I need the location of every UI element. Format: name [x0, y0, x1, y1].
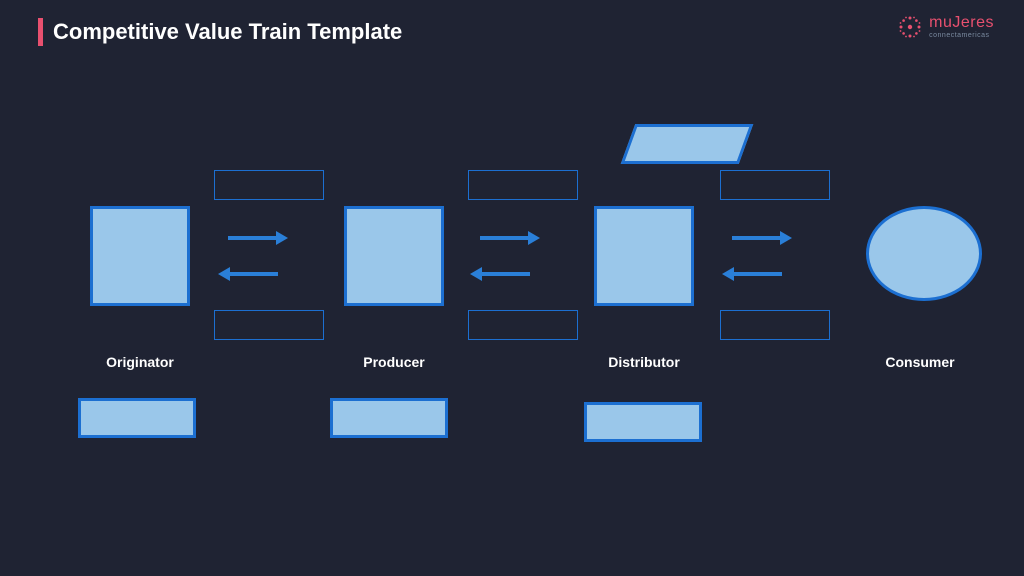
slide: Competitive Value Train Template	[0, 0, 1024, 576]
label-producer: Producer	[344, 354, 444, 370]
node-bot-box-3	[720, 310, 830, 340]
node-originator	[90, 206, 190, 306]
node-distributor	[594, 206, 694, 306]
logo: muJeres connectamericas	[897, 14, 994, 40]
node-foot-1	[78, 398, 196, 438]
node-bot-box-1	[214, 310, 324, 340]
arrow-4	[732, 236, 782, 240]
label-originator: Originator	[90, 354, 190, 370]
node-consumer	[866, 206, 982, 301]
logo-sub: connectamericas	[929, 32, 994, 39]
node-top-box-3	[720, 170, 830, 200]
page-title: Competitive Value Train Template	[53, 19, 402, 45]
logo-main: muJeres	[929, 15, 994, 31]
arrow-2	[480, 236, 530, 240]
node-parallelogram	[621, 124, 754, 164]
title-bar: Competitive Value Train Template	[38, 18, 402, 46]
arrow-1	[228, 272, 278, 276]
title-accent	[38, 18, 43, 46]
node-producer	[344, 206, 444, 306]
arrow-3	[480, 272, 530, 276]
label-distributor: Distributor	[594, 354, 694, 370]
node-top-box-1	[214, 170, 324, 200]
arrow-5	[732, 272, 782, 276]
logo-text: muJeres connectamericas	[929, 15, 994, 39]
logo-icon	[897, 14, 923, 40]
node-foot-2	[330, 398, 448, 438]
label-consumer: Consumer	[860, 354, 980, 370]
node-bot-box-2	[468, 310, 578, 340]
node-top-box-2	[468, 170, 578, 200]
arrow-0	[228, 236, 278, 240]
node-foot-3	[584, 402, 702, 442]
